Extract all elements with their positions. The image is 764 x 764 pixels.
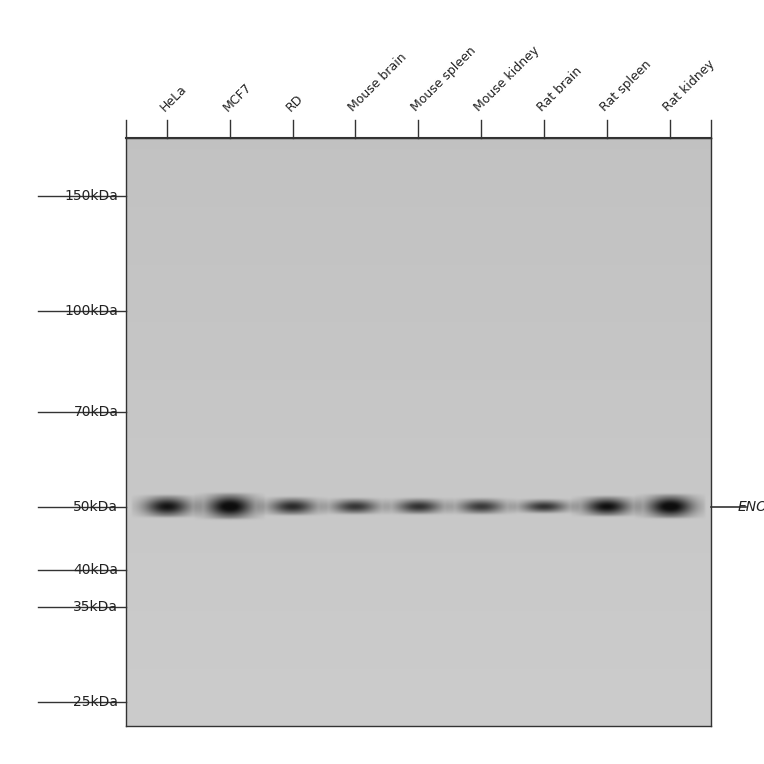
Text: Rat brain: Rat brain <box>535 64 584 114</box>
Text: 50kDa: 50kDa <box>73 500 118 513</box>
Text: Mouse kidney: Mouse kidney <box>472 44 542 114</box>
Text: 100kDa: 100kDa <box>64 304 118 318</box>
Text: ENO1: ENO1 <box>737 500 764 513</box>
Text: 25kDa: 25kDa <box>73 695 118 709</box>
Text: Rat kidney: Rat kidney <box>660 57 717 114</box>
Text: Rat spleen: Rat spleen <box>597 58 654 114</box>
Text: 40kDa: 40kDa <box>73 562 118 577</box>
Text: HeLa: HeLa <box>158 83 189 114</box>
Text: MCF7: MCF7 <box>221 80 254 114</box>
Text: Mouse brain: Mouse brain <box>346 50 410 114</box>
Text: 70kDa: 70kDa <box>73 405 118 419</box>
Text: Mouse spleen: Mouse spleen <box>409 44 479 114</box>
Text: 150kDa: 150kDa <box>64 189 118 203</box>
Text: 35kDa: 35kDa <box>73 601 118 614</box>
Text: RD: RD <box>283 92 306 114</box>
